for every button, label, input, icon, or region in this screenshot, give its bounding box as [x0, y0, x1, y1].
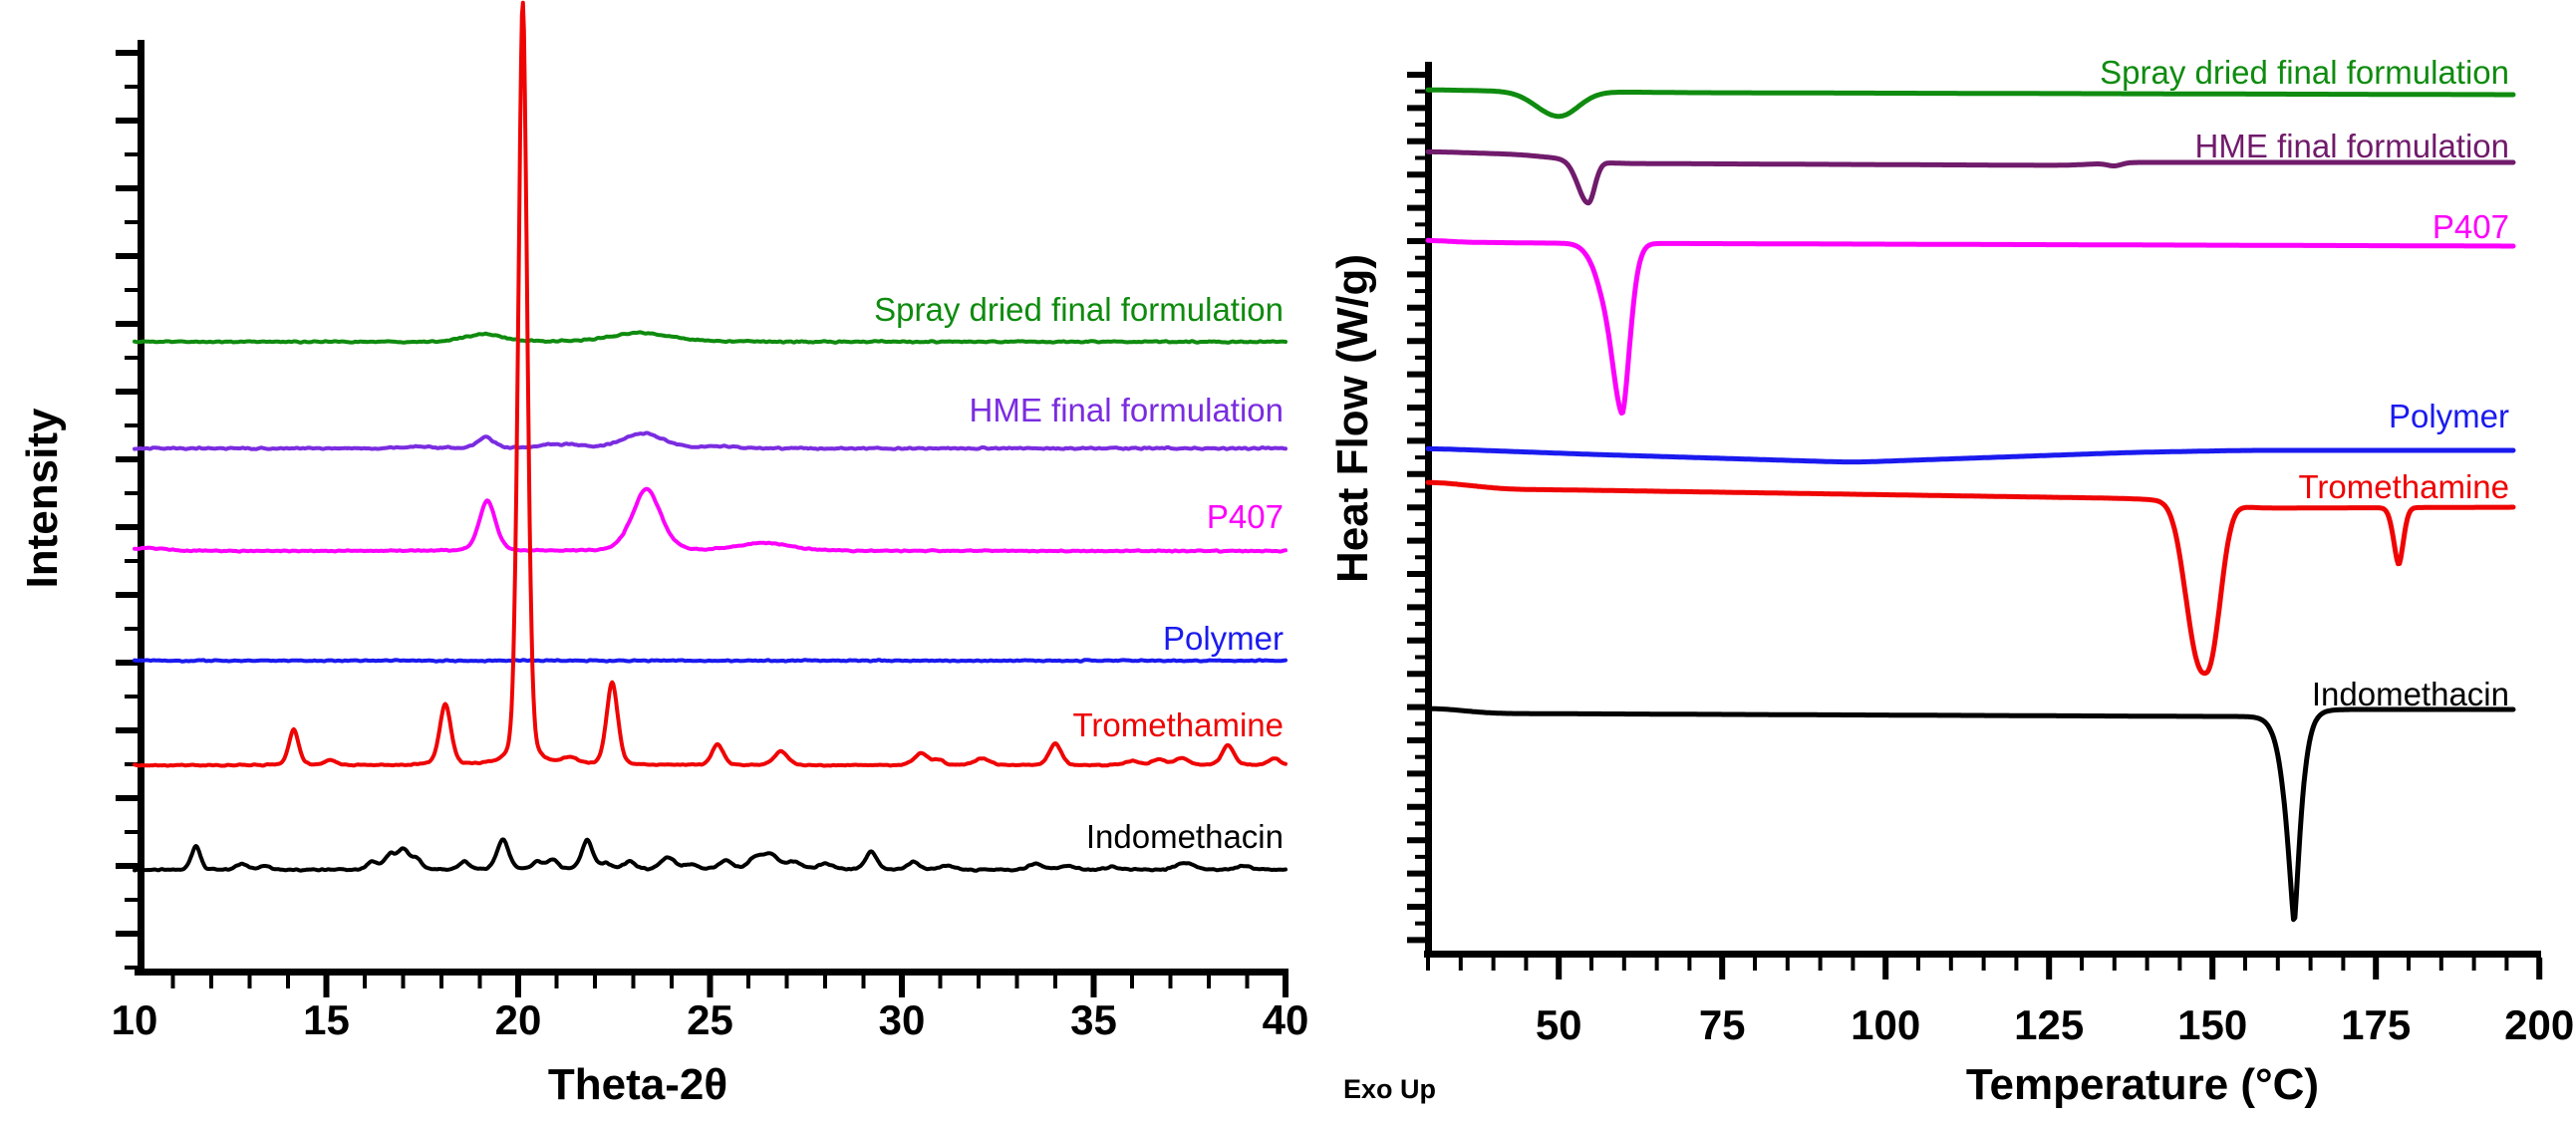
trace-label-indomethacin: Indomethacin — [1086, 818, 1284, 855]
dsc-trace-labels: Spray dried final formulation HME final f… — [2100, 54, 2509, 712]
trace-spray-dried-final-formulation — [1425, 87, 2516, 120]
xrd-panel: 10 15 20 25 30 35 40 Theta-2θ Intensity Spray … — [18, 0, 1309, 1109]
dsc-traces — [1425, 87, 2516, 923]
x-tick-label: 175 — [2341, 1001, 2411, 1048]
trace-label-tromethamine: Tromethamine — [2298, 468, 2509, 505]
dsc-y-axis-spine — [1425, 62, 1432, 957]
x-tick-label: 10 — [112, 996, 158, 1043]
trace-polymer — [133, 658, 1288, 664]
trace-label-spray-dried-final-formulation: Spray dried final formulation — [2100, 54, 2509, 91]
trace-label-hme-final-formulation: HME final formulation — [970, 392, 1284, 428]
x-tick-label: 150 — [2177, 1001, 2247, 1048]
xrd-traces — [133, 0, 1288, 873]
x-tick-label: 100 — [1851, 1001, 1920, 1048]
x-tick-label: 50 — [1536, 1001, 1582, 1048]
x-tick-label: 30 — [879, 996, 926, 1043]
trace-indomethacin — [1425, 705, 2516, 923]
trace-tromethamine — [133, 0, 1288, 768]
dsc-y-axis-title: Heat Flow (W/g) — [1328, 254, 1377, 583]
dsc-x-axis-spine — [1424, 951, 2541, 958]
x-tick-label: 15 — [303, 996, 350, 1043]
trace-spray-dried-final-formulation — [133, 330, 1288, 345]
x-tick-label: 35 — [1070, 996, 1117, 1043]
trace-label-p407: P407 — [1207, 498, 1284, 535]
dsc-exo-up-annotation: Exo Up — [1343, 1074, 1436, 1104]
x-tick-label: 25 — [687, 996, 733, 1043]
trace-p407 — [1425, 237, 2516, 417]
trace-label-hme-final-formulation: HME final formulation — [2195, 128, 2509, 164]
trace-polymer — [1425, 445, 2516, 465]
trace-hme-final-formulation — [133, 430, 1288, 451]
xrd-y-axis-spine — [138, 40, 144, 975]
trace-tromethamine — [1425, 479, 2516, 677]
trace-label-polymer: Polymer — [1163, 620, 1284, 657]
x-tick-label: 125 — [2014, 1001, 2084, 1048]
dsc-x-axis-title: Temperature (°C) — [1966, 1060, 2319, 1109]
xrd-x-axis-title: Theta-2θ — [548, 1060, 727, 1109]
trace-hme-final-formulation — [1425, 148, 2516, 206]
trace-label-spray-dried-final-formulation: Spray dried final formulation — [874, 291, 1284, 328]
trace-label-polymer: Polymer — [2389, 398, 2509, 434]
trace-indomethacin — [133, 837, 1288, 873]
xrd-x-tick-labels: 10 15 20 25 30 35 40 — [112, 996, 1309, 1043]
dsc-axis-ticks — [1407, 72, 2543, 980]
xrd-x-axis-spine — [135, 969, 1288, 976]
x-tick-label: 20 — [495, 996, 542, 1043]
trace-label-tromethamine: Tromethamine — [1072, 706, 1284, 743]
trace-label-indomethacin: Indomethacin — [2312, 676, 2509, 712]
xrd-trace-labels: Spray dried final formulation HME final f… — [874, 291, 1284, 855]
trace-p407 — [133, 486, 1288, 554]
x-tick-label: 40 — [1263, 996, 1309, 1043]
dsc-x-tick-labels: 50 75 100 125 150 175 200 — [1536, 1001, 2574, 1048]
x-tick-label: 75 — [1699, 1001, 1746, 1048]
trace-label-p407: P407 — [2433, 208, 2509, 245]
xrd-y-axis-title: Intensity — [18, 408, 67, 588]
xrd-axis-ticks — [116, 50, 1288, 997]
x-tick-label: 200 — [2504, 1001, 2574, 1048]
dsc-panel: 50 75 100 125 150 175 200 Temperature (°C) Hea… — [1328, 54, 2574, 1109]
